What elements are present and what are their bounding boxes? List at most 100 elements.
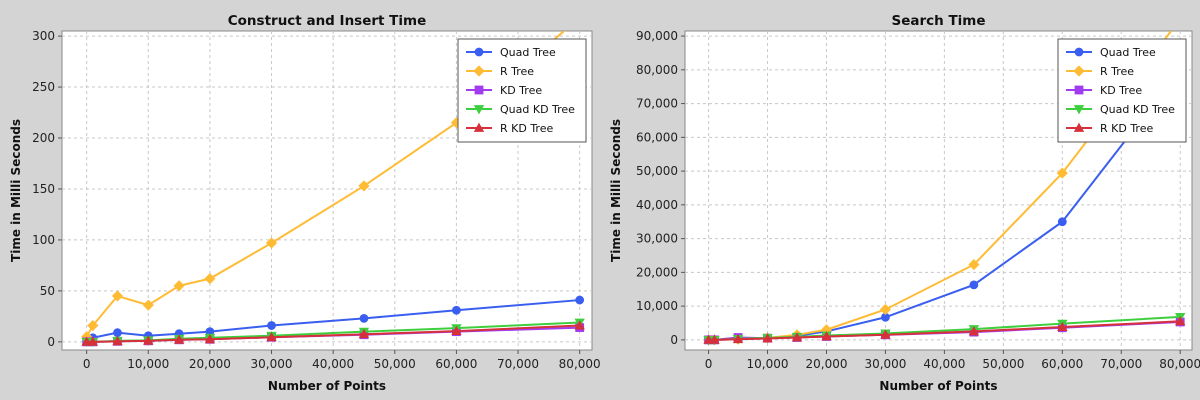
x-tick-label: 60,000 [1041, 357, 1083, 371]
legend: Quad Tree R Tree KD Tree Quad KD Tree R KD T… [457, 38, 587, 143]
data-point-r-kd-tree [112, 336, 123, 346]
series-line-r-tree [85, 31, 566, 338]
y-tick-label: 20,000 [636, 265, 678, 279]
construct-insert-time-chart: Construct and Insert Time 0 10,000 20,000 30… [9, 13, 600, 393]
legend-label-r-kd-tree: R KD Tree [1100, 122, 1153, 135]
data-point-r-tree [142, 299, 154, 311]
y-tick-label: 300 [32, 29, 55, 43]
x-tick-label: 40,000 [923, 357, 965, 371]
y-tick-label: 10,000 [636, 299, 678, 313]
data-point-r-tree [358, 180, 370, 192]
legend-marker-quad-tree [1074, 47, 1084, 57]
legend-marker-quad-tree [474, 47, 484, 57]
y-tick-label: 60,000 [636, 130, 678, 144]
data-point-quad-tree [575, 295, 585, 305]
data-point-r-kd-tree [81, 336, 92, 346]
data-point-r-kd-tree [732, 333, 744, 344]
data-point-r-kd-tree [173, 334, 185, 344]
data-point-quad-tree [113, 328, 122, 338]
legend-label-kd-tree: KD Tree [500, 84, 542, 97]
gridlines [62, 31, 592, 350]
y-tick-label: 250 [32, 80, 55, 94]
series-line-r-kd-tree [86, 324, 580, 343]
legend-label-quad-tree: Quad Tree [1100, 46, 1156, 59]
data-point-r-kd-tree [821, 331, 832, 341]
y-tick-label: 80,000 [636, 63, 678, 77]
data-point-r-tree [1175, 14, 1185, 24]
x-tick-label: 60,000 [435, 357, 477, 371]
y-tick-label: 0 [670, 333, 678, 347]
x-tick-label: 70,000 [1100, 357, 1142, 371]
series-line-r-kd-tree [708, 320, 1181, 341]
legend: Quad Tree R Tree KD Tree Quad KD Tree R KD T… [1057, 38, 1187, 143]
x-tick-label: 0 [705, 357, 713, 371]
legend-marker-r-kd-tree [1073, 122, 1085, 132]
data-point-quad-tree [1057, 217, 1067, 227]
data-point-r-kd-tree [762, 333, 773, 343]
data-point-r-kd-tree [880, 329, 891, 339]
y-tick-label: 90,000 [636, 29, 678, 43]
y-tick-label: 30,000 [636, 232, 678, 246]
chart-title: Construct and Insert Time [228, 13, 427, 29]
y-tick-label: 150 [32, 182, 55, 196]
data-point-quad-tree [359, 314, 369, 323]
data-point-r-kd-tree [204, 333, 216, 344]
data-point-quad-tree [452, 305, 461, 315]
x-tick-label: 40,000 [312, 357, 354, 371]
data-point-quad-tree [267, 321, 276, 330]
y-tick-label: 0 [47, 335, 55, 349]
data-point-r-kd-tree [87, 336, 98, 346]
y-axis-label: Time in Milli Seconds [9, 119, 23, 262]
legend-marker-kd-tree [1074, 85, 1084, 95]
data-point-r-tree [111, 290, 124, 302]
data-point-r-kd-tree [143, 335, 154, 345]
series-line-quad-tree [86, 299, 580, 339]
y-axis-label: Time in Milli Seconds [609, 119, 623, 262]
y-tick-label: 50,000 [636, 164, 678, 178]
x-axis-label: Number of Points [268, 379, 386, 393]
chart-title: Search Time [891, 13, 985, 29]
x-tick-label: 70,000 [497, 357, 539, 371]
data-point-r-tree [575, 13, 585, 23]
legend-label-r-tree: R Tree [1100, 65, 1134, 78]
legend-marker-quad-kd-tree [473, 105, 485, 115]
data-point-r-tree [879, 303, 892, 316]
data-point-r-kd-tree [266, 331, 277, 342]
x-tick-label: 80,000 [1159, 357, 1200, 371]
series-group [81, 13, 585, 348]
x-tick-label: 30,000 [864, 357, 906, 371]
data-point-r-kd-tree [791, 332, 803, 342]
y-tick-label: 70,000 [636, 97, 678, 111]
data-point-r-kd-tree [1175, 315, 1186, 326]
legend-label-quad-kd-tree: Quad KD Tree [1100, 103, 1175, 116]
x-tick-label: 10,000 [127, 357, 169, 371]
x-tick-label: 20,000 [189, 357, 231, 371]
y-tick-label: 50 [40, 284, 55, 298]
data-point-r-tree [204, 273, 216, 285]
data-point-r-kd-tree [358, 328, 370, 339]
data-point-r-tree [968, 259, 980, 271]
legend-label-r-kd-tree: R KD Tree [500, 122, 553, 135]
legend-marker-r-tree [473, 65, 485, 77]
x-tick-label: 30,000 [251, 357, 293, 371]
y-tick-label: 100 [32, 233, 55, 247]
data-point-quad-tree [969, 280, 979, 290]
x-tick-label: 0 [83, 357, 91, 371]
gridlines [685, 31, 1192, 350]
data-point-r-kd-tree [574, 320, 585, 330]
search-time-chart: Search Time 0 10,000 20,000 30,000 40,000 50,0… [609, 13, 1200, 393]
x-tick-label: 50,000 [982, 357, 1024, 371]
data-point-r-kd-tree [451, 325, 462, 336]
legend-marker-r-kd-tree [473, 122, 485, 132]
series-group [703, 14, 1186, 346]
x-tick-label: 80,000 [559, 357, 600, 371]
data-point-r-kd-tree [1057, 321, 1068, 331]
data-point-r-tree [173, 280, 185, 292]
y-tick-label: 200 [32, 131, 55, 145]
x-axis-label: Number of Points [879, 379, 997, 393]
x-tick-label: 50,000 [374, 357, 416, 371]
y-tick-label: 40,000 [636, 198, 678, 212]
legend-label-r-tree: R Tree [500, 65, 534, 78]
legend-marker-r-tree [1073, 65, 1085, 77]
